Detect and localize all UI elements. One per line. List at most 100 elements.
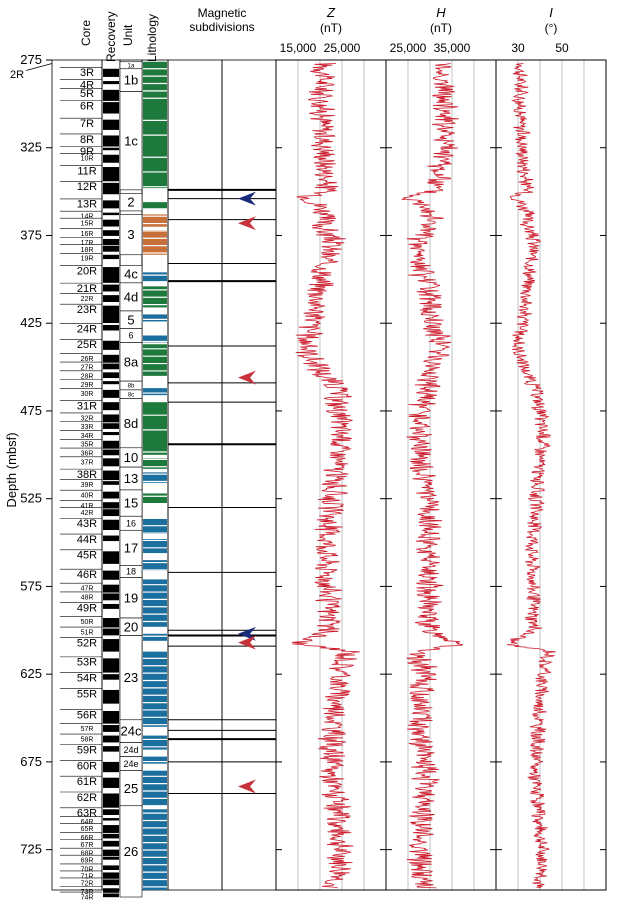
recovery-bar xyxy=(103,856,119,860)
core-label: 71R xyxy=(81,873,94,880)
depth-tick-label: 725 xyxy=(20,842,42,857)
recovery-bar xyxy=(103,825,119,833)
recovery-bar xyxy=(103,219,119,227)
recovery-bar xyxy=(103,888,119,893)
core-header: Core xyxy=(79,20,93,46)
recovery-bar xyxy=(103,793,119,808)
recovery-bar xyxy=(103,119,119,130)
lithology-block xyxy=(143,91,167,189)
core-label: 50R xyxy=(81,619,94,626)
unit-box xyxy=(119,193,143,212)
subdivision-arrow xyxy=(238,635,256,650)
core-label: 30R xyxy=(81,391,94,398)
lithology-block xyxy=(143,272,167,282)
recovery-bar xyxy=(103,449,119,456)
recovery-bar xyxy=(103,593,119,601)
lithology-block xyxy=(143,458,167,469)
recovery-bar xyxy=(103,458,119,467)
subdivision-arrow xyxy=(238,626,256,641)
recovery-bar xyxy=(103,182,119,195)
depth-tick-label: 275 xyxy=(20,52,42,67)
x-tick-label: 15,000 xyxy=(280,41,317,55)
core-label: 19R xyxy=(81,256,94,263)
core-label: 63R xyxy=(77,808,97,820)
unit-label: 1c xyxy=(124,133,138,148)
recovery-header: Recovery xyxy=(104,11,118,62)
lithology-block xyxy=(143,579,167,627)
stratigraphy-columns: 2R 3R4R5R6R7R8R9R10R11R12R13R14R15R16R17R… xyxy=(10,59,277,901)
panel-unit: (°) xyxy=(545,21,558,35)
core-label: 41R xyxy=(81,503,94,510)
lithology-block xyxy=(143,756,167,764)
core-label: 62R xyxy=(77,792,97,804)
core-label: 9R xyxy=(80,146,94,158)
recovery-bar xyxy=(103,440,119,449)
recovery-bar xyxy=(103,491,119,499)
lithology-header: Lithology xyxy=(145,14,159,62)
unit-label: 4c xyxy=(124,267,138,282)
lithology-block xyxy=(143,539,167,554)
recovery-bar xyxy=(103,639,119,652)
recovery-bar xyxy=(103,603,119,609)
core-label: 58R xyxy=(81,737,94,744)
unit-label: 2 xyxy=(127,195,134,210)
x-tick-label: 35,000 xyxy=(434,41,471,55)
unit-label: 17 xyxy=(124,540,138,555)
subdivision-arrow xyxy=(238,216,256,231)
core-label: 57R xyxy=(81,726,94,733)
recovery-bar xyxy=(103,761,119,773)
x-tick-label: 30 xyxy=(511,41,525,55)
recovery-bar xyxy=(103,246,119,252)
core-label: 49R xyxy=(77,602,97,614)
panel-frame xyxy=(495,59,607,891)
core-label: 51R xyxy=(81,630,94,637)
core-label: 36R xyxy=(81,451,94,458)
trace-z xyxy=(291,63,360,889)
recovery-bar xyxy=(103,295,119,302)
core-label: 29R xyxy=(81,382,94,389)
unit-label: 25 xyxy=(124,781,138,796)
unit-label: 16 xyxy=(126,518,136,528)
core-label: 73R xyxy=(81,889,94,896)
lithology-block xyxy=(143,314,167,322)
core-label: 34R xyxy=(81,433,94,440)
magnetic-header-2: subdivisions xyxy=(189,20,254,34)
unit-label: 23 xyxy=(124,670,138,685)
recovery-bar xyxy=(103,570,119,580)
unit-label: 1a xyxy=(128,63,135,69)
recovery-bar xyxy=(103,372,119,379)
core-label: 16R xyxy=(81,231,94,238)
recovery-bar xyxy=(103,363,119,370)
recovery-bar xyxy=(103,354,119,363)
recovery-bar xyxy=(103,254,119,260)
lithology-block xyxy=(143,633,167,641)
depth-tick-label: 425 xyxy=(20,315,42,330)
unit-label: 3 xyxy=(127,227,134,242)
recovery-bar xyxy=(103,711,119,724)
core-label: 18R xyxy=(81,247,94,254)
panel-title: I xyxy=(549,5,553,20)
unit-label: 18 xyxy=(126,567,136,577)
unit-label: 26 xyxy=(124,844,138,859)
core-label: 72R xyxy=(81,880,94,887)
recovery-bar xyxy=(103,238,119,246)
trace-h xyxy=(401,63,464,889)
core-label: 31R xyxy=(77,401,97,413)
core-label: 48R xyxy=(81,594,94,601)
core-label: 24R xyxy=(77,323,97,335)
recovery-bar xyxy=(103,212,119,216)
core-label: 10R xyxy=(81,156,94,163)
core-label: 38R xyxy=(77,469,97,481)
recovery-bar xyxy=(103,535,119,542)
core-label: 45R xyxy=(77,550,97,562)
panel-title: H xyxy=(436,5,446,20)
core-label: 54R xyxy=(77,673,97,685)
lithology-block xyxy=(143,402,167,455)
core-label: 27R xyxy=(81,365,94,372)
recovery-bar xyxy=(103,658,119,673)
recovery-bar xyxy=(103,68,119,77)
recovery-bar xyxy=(103,305,119,324)
core-label: 74R xyxy=(81,894,94,901)
